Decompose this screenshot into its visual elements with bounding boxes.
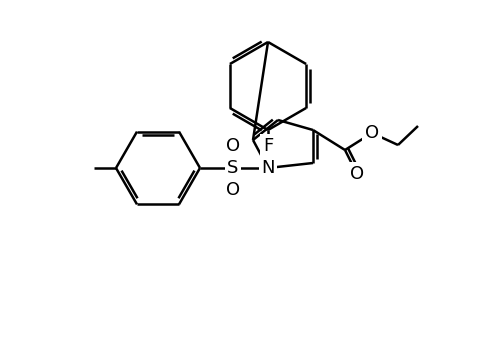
Text: S: S [228,159,238,177]
Text: O: O [350,165,364,183]
Text: O: O [365,124,379,142]
Text: F: F [263,137,273,155]
Text: O: O [226,181,240,199]
Text: O: O [226,137,240,155]
Text: N: N [261,159,275,177]
